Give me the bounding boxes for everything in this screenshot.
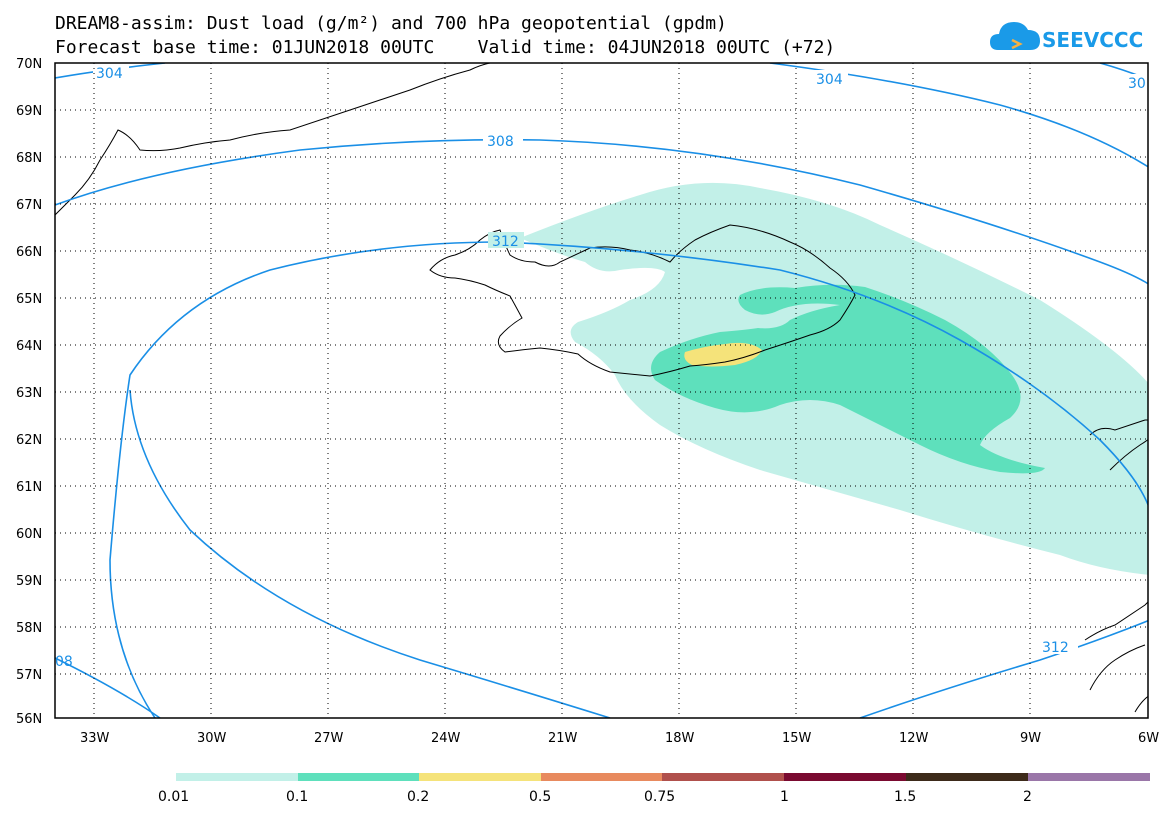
lat-label: 64N xyxy=(16,339,42,354)
cloud-icon xyxy=(990,22,1040,50)
title-line-1: DREAM8-assim: Dust load (g/m²) and 700 h… xyxy=(55,13,727,34)
lat-label: 65N xyxy=(16,292,42,307)
lon-label: 18W xyxy=(665,731,695,746)
longitude-axis: 33W 30W 27W 24W 21W 18W 15W 12W 9W 6W xyxy=(80,731,1159,746)
lat-label: 58N xyxy=(16,621,42,636)
colorbar-label: 0.1 xyxy=(286,789,308,805)
colorbar-swatch xyxy=(298,773,419,781)
lon-label: 24W xyxy=(431,731,461,746)
contour-label-304-left: 304 xyxy=(96,66,123,82)
map-plot-area: 304 304 30 308 08 312 312 xyxy=(55,63,1148,718)
colorbar-swatch xyxy=(541,773,662,781)
lat-label: 62N xyxy=(16,433,42,448)
colorbar-swatch xyxy=(1028,773,1150,781)
contour-308 xyxy=(55,138,1148,285)
lat-label: 60N xyxy=(16,527,42,542)
lon-label: 15W xyxy=(782,731,812,746)
lon-label: 21W xyxy=(548,731,578,746)
coastlines xyxy=(55,63,1148,713)
contour-308-bottom-left xyxy=(55,657,161,718)
contour-label-312-top: 312 xyxy=(492,234,519,250)
lat-label: 63N xyxy=(16,386,42,401)
lat-label: 66N xyxy=(16,245,42,260)
colorbar-label: 1 xyxy=(780,789,789,805)
colorbar-swatch xyxy=(419,773,541,781)
logo-text: SEEVCCC xyxy=(1042,28,1143,52)
lat-label: 69N xyxy=(16,104,42,119)
lat-label: 57N xyxy=(16,668,42,683)
contour-308-bottom-mid xyxy=(129,389,611,718)
lat-label: 61N xyxy=(16,480,42,495)
lon-label: 30W xyxy=(197,731,227,746)
title-line-2: Forecast base time: 01JUN2018 00UTC Vali… xyxy=(55,37,835,58)
lon-label: 9W xyxy=(1020,731,1041,746)
contour-label-304-right: 304 xyxy=(816,72,843,88)
colorbar-label: 0.2 xyxy=(407,789,429,805)
contour-label-308: 308 xyxy=(487,134,514,150)
plot-frame xyxy=(54,62,1149,719)
lat-label: 59N xyxy=(16,574,42,589)
contour-312-bottom xyxy=(859,619,1148,718)
colorbar-swatch xyxy=(176,773,298,781)
contour-labels: 304 304 30 308 08 312 312 xyxy=(55,64,1148,670)
gridlines xyxy=(55,63,1148,718)
colorbar-swatch xyxy=(662,773,784,781)
lon-label: 6W xyxy=(1138,731,1159,746)
seevccc-logo: SEEVCCC xyxy=(990,22,1143,52)
lat-label: 67N xyxy=(16,198,42,213)
lat-label: 70N xyxy=(16,57,42,72)
colorbar-swatch xyxy=(906,773,1028,781)
colorbar-label: 0.5 xyxy=(529,789,551,805)
colorbar: 0.01 0.1 0.2 0.5 0.75 1 1.5 2 xyxy=(158,773,1150,805)
colorbar-label: 0.01 xyxy=(158,789,189,805)
contour-label-08: 08 xyxy=(55,654,73,670)
contour-label-312-bottom: 312 xyxy=(1042,640,1069,656)
latitude-axis: 70N 69N 68N 67N 66N 65N 64N 63N 62N 61N … xyxy=(16,57,42,727)
colorbar-swatch xyxy=(784,773,906,781)
lat-label: 68N xyxy=(16,151,42,166)
colorbar-label: 0.75 xyxy=(644,789,675,805)
contour-label-30-right: 30 xyxy=(1128,76,1146,92)
colorbar-label: 1.5 xyxy=(894,789,916,805)
dust-fill-0.2 xyxy=(684,342,762,367)
lon-label: 12W xyxy=(899,731,929,746)
lon-label: 27W xyxy=(314,731,344,746)
lon-label: 33W xyxy=(80,731,110,746)
lat-label: 56N xyxy=(16,712,42,727)
colorbar-label: 2 xyxy=(1023,789,1032,805)
